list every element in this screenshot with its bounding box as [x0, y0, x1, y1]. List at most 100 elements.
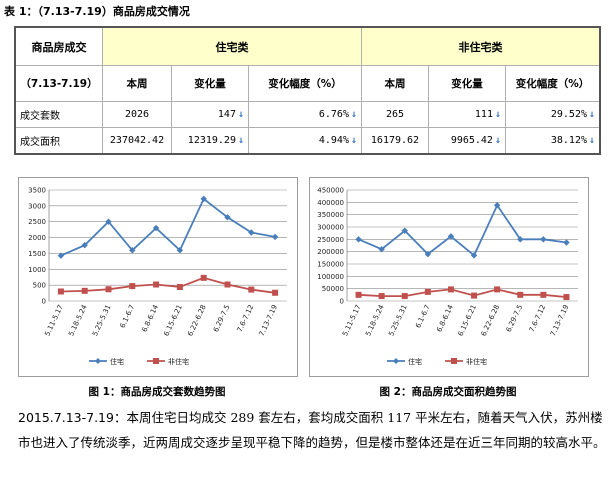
x-tick-label: 5.11-5.17 — [341, 303, 362, 337]
table-row: 成交套数 2026 147 ↓ 6.76% ↓ 265 111 ↓ 29.52% ↓ — [15, 101, 601, 128]
period-label: （7.13-7.19） — [15, 65, 103, 102]
col-header: 变化幅度（%） — [504, 65, 601, 102]
x-tick-label: 6.15-6.21 — [162, 303, 183, 337]
y-tick-label: 2000 — [28, 234, 46, 242]
data-point — [401, 293, 408, 300]
summary-text: 本周住宅日均成交 289 套左右，套均成交面积 117 平米左右，随着天气入伏，… — [18, 410, 606, 450]
chart-units-trend: 0 500 1000 1500 2000 2500 3000 3500 5.11-5.17 5.1… — [18, 177, 298, 377]
y-tick-label: 2500 — [28, 218, 46, 226]
x-tick-label: 5.11-5.17 — [43, 303, 64, 337]
x-tick-label: 6.8-6.14 — [435, 303, 455, 333]
y-tick-label: 150000 — [317, 261, 344, 269]
data-point — [494, 286, 501, 293]
table-cell: 111 ↓ — [428, 101, 506, 128]
row-label: 成交套数 — [15, 101, 103, 128]
x-tick-label: 6.29-7.5 — [212, 303, 232, 333]
legend-label: 非住宅 — [168, 357, 189, 366]
y-tick-label: 450000 — [317, 187, 344, 195]
x-tick-label: 7.13-7.19 — [549, 303, 570, 337]
row-label: 成交面积 — [15, 127, 103, 154]
series-line — [358, 288, 567, 298]
data-point — [248, 229, 255, 236]
y-tick-label: 400000 — [317, 199, 344, 207]
x-tick-label: 6.1-6.7 — [414, 303, 432, 329]
residential-group-header: 住宅类 — [102, 27, 362, 66]
data-point — [57, 288, 64, 295]
data-point — [224, 214, 231, 221]
y-tick-label: 350000 — [317, 211, 344, 219]
data-point — [424, 288, 431, 295]
data-point — [470, 252, 478, 259]
y-tick-label: 500 — [33, 282, 46, 290]
data-point — [248, 286, 255, 293]
table-cell: 147 ↓ — [171, 101, 249, 128]
data-point — [517, 236, 524, 243]
table-cell: 29.52% ↓ — [504, 101, 601, 128]
y-tick-label: 50000 — [322, 285, 344, 293]
x-tick-label: 6.29-7.5 — [505, 303, 525, 333]
data-point — [517, 291, 524, 298]
x-tick-label: 5.25-5.31 — [91, 303, 112, 337]
data-point — [176, 284, 183, 291]
series-line — [358, 203, 567, 257]
legend-marker — [451, 358, 457, 364]
data-point — [378, 246, 385, 253]
data-point — [153, 281, 160, 288]
data-point — [81, 287, 88, 294]
data-point — [129, 283, 136, 290]
document-title: 表 1：（7.13-7.19）商品房成交情况 — [4, 5, 190, 18]
y-tick-label: 3000 — [28, 202, 46, 210]
col-header: 变化量 — [428, 65, 506, 102]
y-tick-label: 100000 — [317, 273, 344, 281]
summary-paragraph: 2015.7.13-7.19：本周住宅日均成交 289 套左右，套均成交面积 1… — [18, 406, 608, 455]
x-tick-label: 6.1-6.7 — [119, 303, 137, 329]
data-point — [224, 281, 231, 288]
data-point — [272, 289, 279, 296]
table-cell: 6.76% ↓ — [248, 101, 362, 128]
data-point — [424, 250, 432, 258]
table-cell: 265 — [361, 101, 429, 128]
y-tick-label: 1000 — [28, 266, 46, 274]
table-cell: 38.12% ↓ — [504, 127, 601, 154]
chart-1-caption: 图 1：商品房成交套数趋势图 — [88, 386, 226, 398]
y-tick-label: 300000 — [317, 224, 344, 232]
legend-label: 住宅 — [408, 357, 422, 366]
data-point — [355, 291, 362, 298]
y-tick-label: 250000 — [317, 236, 344, 244]
down-arrow-icon: ↓ — [237, 135, 244, 146]
col-header: 本周 — [102, 65, 172, 102]
table-cell: 16179.62 — [361, 127, 429, 154]
data-point — [401, 227, 408, 234]
y-tick-label: 200000 — [317, 248, 344, 256]
data-point — [355, 236, 362, 243]
data-point — [57, 252, 65, 259]
x-tick-label: 6.22-6.28 — [186, 303, 207, 337]
table-cell: 2026 — [102, 101, 172, 128]
data-point — [447, 286, 454, 293]
x-tick-label: 7.13-7.19 — [258, 303, 279, 337]
x-tick-label: 6.15-6.21 — [457, 303, 478, 337]
data-point — [200, 274, 207, 281]
data-point — [152, 224, 160, 232]
down-arrow-icon: ↓ — [494, 135, 501, 146]
col-header: 变化幅度（%） — [248, 65, 362, 102]
series-line — [60, 197, 276, 257]
legend-label: 住宅 — [110, 357, 124, 366]
legend-marker — [153, 358, 159, 364]
data-point — [471, 292, 478, 299]
x-tick-label: 7.6-7.12 — [528, 303, 548, 333]
summary-date: 2015.7.13-7.19： — [18, 410, 127, 425]
down-arrow-icon: ↓ — [494, 109, 501, 120]
x-tick-label: 5.25-5.31 — [387, 303, 408, 337]
x-tick-label: 6.8-6.14 — [141, 303, 161, 333]
y-tick-label: 0 — [42, 298, 46, 306]
nonresidential-group-header: 非住宅类 — [360, 27, 601, 66]
y-tick-label: 3500 — [28, 187, 46, 195]
x-tick-label: 5.18-5.24 — [364, 303, 386, 337]
legend-label: 非住宅 — [466, 357, 487, 366]
data-point — [200, 195, 207, 203]
transaction-table: 商品房成交 住宅类 非住宅类 （7.13-7.19） 本周 变化量 变化幅度（%… — [13, 26, 602, 155]
legend-marker — [393, 358, 399, 364]
down-arrow-icon: ↓ — [350, 135, 357, 146]
col-header: 本周 — [361, 65, 429, 102]
